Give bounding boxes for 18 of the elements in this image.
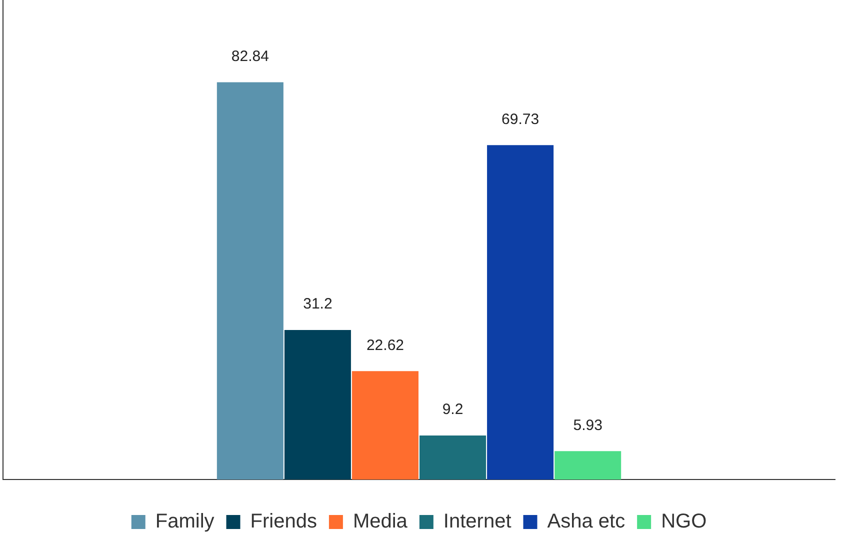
bar [284, 330, 351, 480]
legend-label: Asha etc [547, 510, 626, 533]
data-label: 22.62 [366, 336, 404, 354]
legend-label: Friends [250, 510, 317, 533]
bar [554, 451, 622, 480]
legend-label: Media [352, 510, 408, 533]
legend-label: Internet [443, 510, 512, 533]
data-label: 5.93 [573, 416, 602, 434]
bar [216, 82, 284, 480]
data-label: 82.84 [231, 48, 269, 65]
bar [352, 371, 418, 480]
data-label: 9.2 [442, 401, 464, 418]
data-label: 31.2 [303, 296, 332, 313]
legend-label: NGO [661, 510, 707, 533]
data-label: 69.73 [502, 110, 540, 128]
bar [487, 145, 554, 480]
legend-label: Family [155, 510, 214, 533]
bar [420, 435, 486, 480]
